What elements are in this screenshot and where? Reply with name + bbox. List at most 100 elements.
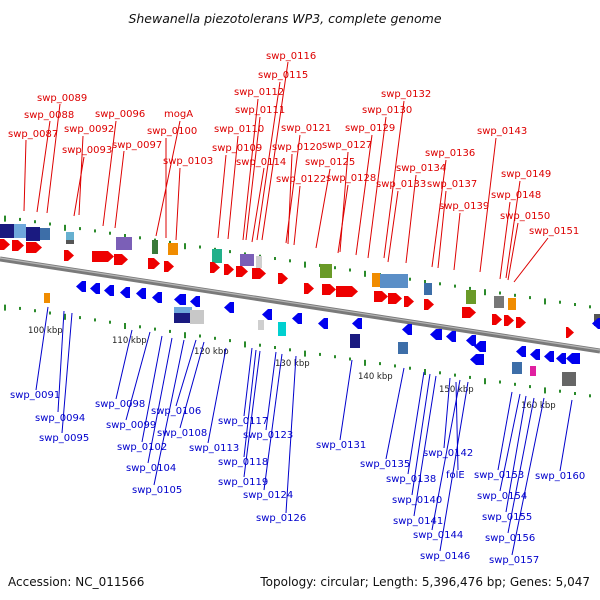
tick-dot-top [469, 286, 471, 290]
tick-dot-top [274, 257, 276, 261]
forward-gene-arrow [504, 315, 514, 326]
forward-leader-line [339, 151, 349, 253]
tick-dot-bottom [109, 320, 111, 324]
forward-leader-line [405, 174, 417, 264]
reverse-leader-line [243, 349, 257, 458]
tick-dot-top [94, 229, 96, 233]
tick-dot-bottom [349, 357, 351, 361]
gene-label-swp-0124: swp_0124 [243, 490, 293, 501]
forward-leader-line [505, 180, 521, 279]
gene-label-swp-0127: swp_0127 [322, 140, 372, 151]
tick-dot-top [19, 217, 21, 221]
forward-gene-arrow [388, 293, 402, 304]
feature-box [168, 243, 178, 255]
gene-label-swp-0144: swp_0144 [413, 530, 463, 541]
forward-leader-line [453, 212, 461, 271]
gene-label-swp-0135: swp_0135 [360, 459, 410, 470]
reverse-leader-line [439, 381, 469, 552]
feature-box [508, 298, 516, 310]
forward-gene-arrow [64, 250, 74, 261]
gene-label-swp-0149: swp_0149 [501, 169, 551, 180]
tick-dot-top [139, 236, 141, 240]
tick-dot-top [439, 282, 441, 286]
tick-dot-top [514, 293, 516, 297]
gene-label-swp-0111: swp_0111 [235, 105, 285, 116]
gene-label-moga: mogA [164, 109, 193, 120]
forward-gene-arrow [114, 254, 128, 265]
reverse-leader-line [141, 335, 163, 443]
forward-gene-arrow [462, 307, 476, 318]
reverse-gene-arrow [174, 294, 186, 305]
reverse-gene-arrow [592, 318, 600, 329]
tick-dot-bottom [34, 309, 36, 313]
reverse-gene-arrow [566, 353, 580, 364]
gene-label-swp-0094: swp_0094 [35, 413, 85, 424]
tick-dot-top [349, 268, 351, 272]
gene-label-swp-0113: swp_0113 [189, 443, 239, 454]
gene-label-swp-0129: swp_0129 [345, 123, 395, 134]
reverse-gene-arrow [430, 329, 442, 340]
tick-dot-bottom [259, 343, 261, 347]
gene-label-swp-0140: swp_0140 [392, 495, 442, 506]
reverse-leader-line [339, 359, 353, 441]
feature-box [350, 334, 360, 348]
forward-gene-arrow [210, 262, 220, 273]
reverse-gene-arrow [544, 351, 554, 362]
gene-label-swp-0157: swp_0157 [489, 555, 539, 566]
gene-label-swp-0114: swp_0114 [236, 157, 286, 168]
gene-label-swp-0126: swp_0126 [256, 513, 306, 524]
gene-label-swp-0092: swp_0092 [64, 124, 114, 135]
forward-leader-line [23, 139, 27, 212]
forward-leader-line [245, 116, 261, 241]
reverse-gene-arrow [446, 331, 456, 342]
reverse-leader-line [175, 339, 197, 407]
feature-box [14, 224, 26, 238]
gene-label-swp-0088: swp_0088 [24, 110, 74, 121]
tick-dot-bottom [169, 329, 171, 333]
tick-dot-top [499, 291, 501, 295]
gene-label-swp-0146: swp_0146 [420, 551, 470, 562]
tick-dot-top [304, 261, 306, 268]
reverse-leader-line [431, 379, 461, 531]
feature-box [152, 240, 158, 254]
gene-label-swp-0134: swp_0134 [396, 163, 446, 174]
tick-dot-bottom [304, 350, 306, 357]
forward-leader-line [513, 237, 549, 283]
reverse-leader-line [505, 395, 527, 513]
reverse-leader-line [243, 350, 261, 478]
reverse-leader-line [507, 397, 535, 534]
tick-label-130: 130 kbp [275, 359, 310, 369]
tick-dot-bottom [334, 355, 336, 359]
reverse-leader-line [115, 329, 133, 400]
reverse-gene-arrow [224, 302, 234, 313]
forward-gene-arrow [92, 251, 114, 262]
tick-dot-top [574, 303, 576, 307]
reverse-gene-arrow [318, 318, 328, 329]
forward-leader-line [256, 81, 281, 241]
forward-gene-arrow [224, 264, 234, 275]
gene-label-swp-0089: swp_0089 [37, 93, 87, 104]
tick-dot-bottom [4, 304, 6, 311]
tick-dot-bottom [19, 306, 21, 310]
feature-box [66, 240, 74, 244]
gene-label-swp-0156: swp_0156 [485, 533, 535, 544]
gene-label-swp-0098: swp_0098 [95, 399, 145, 410]
forward-leader-line [227, 135, 239, 240]
genome-backbone [0, 256, 600, 354]
tick-label-140: 140 kbp [358, 372, 393, 382]
forward-labels: swp_0089 swp_0088 swp_0087 swp_0092 swp_… [8, 51, 579, 237]
gene-label-swp-0109: swp_0109 [212, 143, 262, 154]
forward-gene-arrow [566, 327, 574, 338]
feature-box [398, 342, 408, 354]
reverse-gene-arrow [474, 341, 486, 352]
tick-dot-bottom [379, 362, 381, 366]
reverse-gene-arrow [402, 324, 412, 335]
feature-box [116, 237, 132, 250]
reverse-labels: swp_0091 swp_0094 swp_0095 swp_0098 swp_… [10, 390, 585, 566]
reverse-leader-line [411, 373, 431, 496]
feature-box [212, 249, 222, 263]
gene-label-swp-0133: swp_0133 [376, 179, 426, 190]
feature-box [380, 274, 408, 288]
feature-box [66, 232, 74, 240]
feature-box [26, 227, 40, 241]
